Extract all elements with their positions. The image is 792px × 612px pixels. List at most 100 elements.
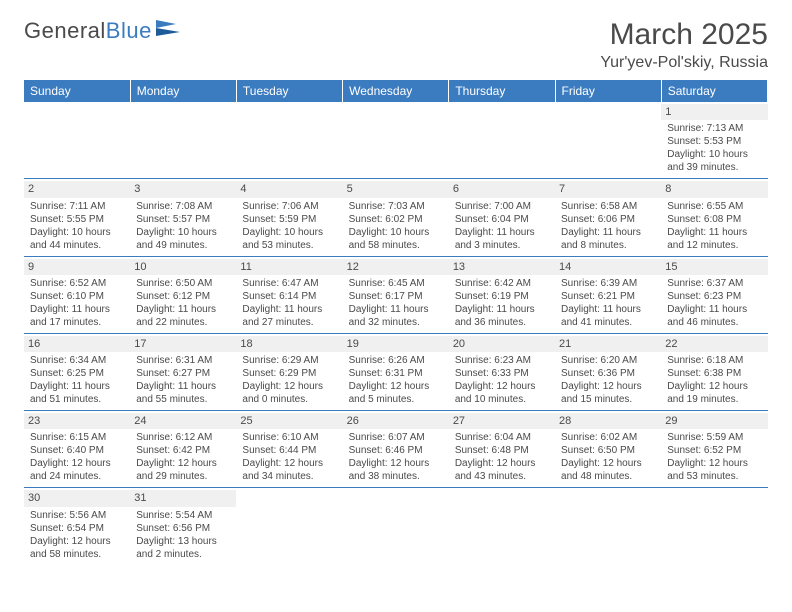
day-number: 31 <box>130 490 236 506</box>
calendar-cell: 6Sunrise: 7:00 AMSunset: 6:04 PMDaylight… <box>449 179 555 256</box>
day-number: 27 <box>449 413 555 429</box>
title-block: March 2025 Yur'yev-Pol'skiy, Russia <box>600 18 768 72</box>
calendar-cell <box>449 102 555 179</box>
day-number: 20 <box>449 336 555 352</box>
day-number: 2 <box>24 181 130 197</box>
calendar-cell <box>555 488 661 565</box>
day-number: 6 <box>449 181 555 197</box>
calendar-cell: 25Sunrise: 6:10 AMSunset: 6:44 PMDayligh… <box>236 411 342 488</box>
sunrise-text: Sunrise: 6:39 AM <box>561 277 655 290</box>
sunrise-text: Sunrise: 7:00 AM <box>455 200 549 213</box>
daylight-text: Daylight: 12 hours and 43 minutes. <box>455 457 549 483</box>
day-number: 10 <box>130 259 236 275</box>
daylight-text: Daylight: 12 hours and 29 minutes. <box>136 457 230 483</box>
daylight-text: Daylight: 12 hours and 19 minutes. <box>667 380 761 406</box>
sunrise-text: Sunrise: 6:12 AM <box>136 431 230 444</box>
sunrise-text: Sunrise: 6:45 AM <box>349 277 443 290</box>
calendar-cell: 4Sunrise: 7:06 AMSunset: 5:59 PMDaylight… <box>236 179 342 256</box>
day-number: 28 <box>555 413 661 429</box>
calendar-row: 9Sunrise: 6:52 AMSunset: 6:10 PMDaylight… <box>24 256 768 333</box>
day-number: 30 <box>24 490 130 506</box>
day-number: 25 <box>236 413 342 429</box>
logo: GeneralBlue <box>24 18 182 44</box>
sunset-text: Sunset: 6:54 PM <box>30 522 124 535</box>
calendar-cell <box>236 488 342 565</box>
sunset-text: Sunset: 6:06 PM <box>561 213 655 226</box>
sunrise-text: Sunrise: 6:37 AM <box>667 277 761 290</box>
calendar-cell <box>343 102 449 179</box>
daylight-text: Daylight: 12 hours and 24 minutes. <box>30 457 124 483</box>
daylight-text: Daylight: 10 hours and 58 minutes. <box>349 226 443 252</box>
daylight-text: Daylight: 11 hours and 51 minutes. <box>30 380 124 406</box>
daylight-text: Daylight: 12 hours and 34 minutes. <box>242 457 336 483</box>
calendar-cell: 5Sunrise: 7:03 AMSunset: 6:02 PMDaylight… <box>343 179 449 256</box>
calendar-cell <box>24 102 130 179</box>
day-number: 19 <box>343 336 449 352</box>
daylight-text: Daylight: 11 hours and 27 minutes. <box>242 303 336 329</box>
sunrise-text: Sunrise: 6:10 AM <box>242 431 336 444</box>
calendar-cell <box>449 488 555 565</box>
day-number: 14 <box>555 259 661 275</box>
calendar-cell: 7Sunrise: 6:58 AMSunset: 6:06 PMDaylight… <box>555 179 661 256</box>
calendar-row: 16Sunrise: 6:34 AMSunset: 6:25 PMDayligh… <box>24 333 768 410</box>
calendar-cell <box>661 488 767 565</box>
day-header: Wednesday <box>343 80 449 102</box>
sunset-text: Sunset: 5:57 PM <box>136 213 230 226</box>
flag-icon <box>156 18 182 44</box>
sunrise-text: Sunrise: 6:47 AM <box>242 277 336 290</box>
day-header: Thursday <box>449 80 555 102</box>
calendar-cell: 24 Sunrise: 6:12 AMSunset: 6:42 PMDayligh… <box>130 411 236 488</box>
sunset-text: Sunset: 6:42 PM <box>136 444 230 457</box>
day-number: 29 <box>661 413 767 429</box>
daylight-text: Daylight: 11 hours and 55 minutes. <box>136 380 230 406</box>
calendar-cell <box>555 102 661 179</box>
daylight-text: Daylight: 11 hours and 41 minutes. <box>561 303 655 329</box>
day-number: 18 <box>236 336 342 352</box>
daylight-text: Daylight: 11 hours and 36 minutes. <box>455 303 549 329</box>
calendar-cell: 9Sunrise: 6:52 AMSunset: 6:10 PMDaylight… <box>24 256 130 333</box>
sunrise-text: Sunrise: 6:26 AM <box>349 354 443 367</box>
daylight-text: Daylight: 12 hours and 5 minutes. <box>349 380 443 406</box>
day-number: 15 <box>661 259 767 275</box>
day-header: Saturday <box>661 80 767 102</box>
sunset-text: Sunset: 6:50 PM <box>561 444 655 457</box>
calendar-cell: 13Sunrise: 6:42 AMSunset: 6:19 PMDayligh… <box>449 256 555 333</box>
sunrise-text: Sunrise: 6:07 AM <box>349 431 443 444</box>
calendar-cell: 14Sunrise: 6:39 AMSunset: 6:21 PMDayligh… <box>555 256 661 333</box>
sunrise-text: Sunrise: 5:56 AM <box>30 509 124 522</box>
daylight-text: Daylight: 10 hours and 44 minutes. <box>30 226 124 252</box>
sunset-text: Sunset: 5:53 PM <box>667 135 761 148</box>
calendar-cell: 28Sunrise: 6:02 AMSunset: 6:50 PMDayligh… <box>555 411 661 488</box>
day-number: 24 <box>130 413 236 429</box>
day-number: 17 <box>130 336 236 352</box>
sunrise-text: Sunrise: 6:42 AM <box>455 277 549 290</box>
calendar-row: 1Sunrise: 7:13 AMSunset: 5:53 PMDaylight… <box>24 102 768 179</box>
daylight-text: Daylight: 12 hours and 48 minutes. <box>561 457 655 483</box>
sunrise-text: Sunrise: 6:18 AM <box>667 354 761 367</box>
sunset-text: Sunset: 6:23 PM <box>667 290 761 303</box>
day-number: 13 <box>449 259 555 275</box>
logo-word1: General <box>24 18 106 44</box>
daylight-text: Daylight: 12 hours and 15 minutes. <box>561 380 655 406</box>
calendar-cell: 20Sunrise: 6:23 AMSunset: 6:33 PMDayligh… <box>449 333 555 410</box>
sunset-text: Sunset: 6:36 PM <box>561 367 655 380</box>
day-number: 4 <box>236 181 342 197</box>
sunrise-text: Sunrise: 6:58 AM <box>561 200 655 213</box>
calendar-cell: 23Sunrise: 6:15 AMSunset: 6:40 PMDayligh… <box>24 411 130 488</box>
sunrise-text: Sunrise: 6:15 AM <box>30 431 124 444</box>
calendar-cell <box>130 102 236 179</box>
daylight-text: Daylight: 13 hours and 2 minutes. <box>136 535 230 561</box>
calendar-row: 2Sunrise: 7:11 AMSunset: 5:55 PMDaylight… <box>24 179 768 256</box>
calendar-cell: 11Sunrise: 6:47 AMSunset: 6:14 PMDayligh… <box>236 256 342 333</box>
calendar-cell <box>236 102 342 179</box>
sunset-text: Sunset: 6:08 PM <box>667 213 761 226</box>
sunset-text: Sunset: 6:33 PM <box>455 367 549 380</box>
day-number: 26 <box>343 413 449 429</box>
calendar-cell: 8Sunrise: 6:55 AMSunset: 6:08 PMDaylight… <box>661 179 767 256</box>
sunset-text: Sunset: 6:52 PM <box>667 444 761 457</box>
daylight-text: Daylight: 10 hours and 49 minutes. <box>136 226 230 252</box>
sunrise-text: Sunrise: 7:08 AM <box>136 200 230 213</box>
day-header-row: Sunday Monday Tuesday Wednesday Thursday… <box>24 80 768 102</box>
calendar-cell: 27Sunrise: 6:04 AMSunset: 6:48 PMDayligh… <box>449 411 555 488</box>
sunrise-text: Sunrise: 6:31 AM <box>136 354 230 367</box>
